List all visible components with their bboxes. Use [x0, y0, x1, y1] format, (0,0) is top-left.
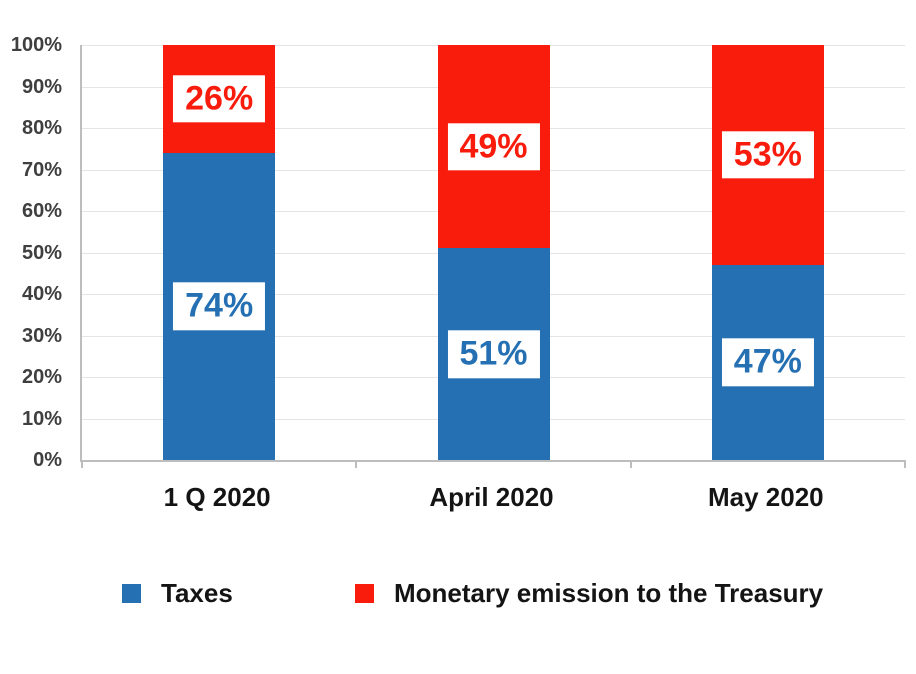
legend: Taxes Monetary emission to the Treasury	[0, 578, 916, 608]
legend-label: Taxes	[161, 578, 233, 608]
bar-segment-monetary-emission: 53%	[711, 45, 824, 265]
bar-segment-monetary-emission: 26%	[163, 45, 276, 153]
plot-area: 26% 74% 49% 51% 53% 47%	[80, 45, 906, 468]
data-label: 49%	[447, 122, 540, 171]
x-axis-tick	[904, 460, 906, 468]
y-axis-tick-label: 40%	[21, 283, 62, 305]
x-axis-tick	[355, 460, 358, 468]
bar-segment-taxes: 47%	[711, 264, 824, 460]
y-axis-tick-label: 10%	[21, 407, 62, 430]
stacked-bar-3: 53% 47%	[711, 45, 824, 460]
x-axis-category-label: May 2020	[708, 482, 824, 512]
y-axis-tick-label: 30%	[21, 324, 62, 347]
y-axis-tick-label: 50%	[21, 241, 62, 264]
y-axis-tick-label: 80%	[21, 117, 62, 139]
stacked-bar-1: 26% 74%	[163, 45, 276, 460]
legend-swatch-icon	[122, 583, 141, 603]
x-axis-category-label: April 2020	[429, 482, 554, 512]
x-axis-tick	[81, 460, 83, 468]
legend-item-taxes: Taxes	[122, 578, 233, 608]
data-label: 47%	[721, 338, 814, 387]
data-label: 51%	[447, 330, 540, 378]
y-axis-tick-label: 90%	[21, 75, 62, 98]
x-axis-tick	[629, 460, 632, 468]
legend-label: Monetary emission to the Treasury	[394, 578, 824, 608]
stacked-bar-2: 49% 51%	[437, 45, 550, 460]
y-axis-tick-label: 70%	[21, 158, 62, 181]
data-label: 53%	[721, 131, 814, 179]
x-axis-category-label: 1 Q 2020	[163, 482, 271, 512]
legend-swatch-icon	[355, 583, 374, 603]
bar-segment-taxes: 51%	[437, 248, 550, 460]
y-axis-tick-label: 0%	[33, 449, 62, 471]
legend-item-monetary-emission: Monetary emission to the Treasury	[355, 578, 823, 608]
y-axis-tick-label: 20%	[21, 366, 62, 388]
y-axis-tick-label: 60%	[21, 200, 62, 222]
data-label: 26%	[173, 75, 266, 123]
bar-segment-taxes: 74%	[163, 152, 276, 460]
bar-segment-monetary-emission: 49%	[437, 45, 550, 249]
y-axis-tick-label: 100%	[10, 34, 62, 56]
data-label: 74%	[173, 282, 266, 331]
